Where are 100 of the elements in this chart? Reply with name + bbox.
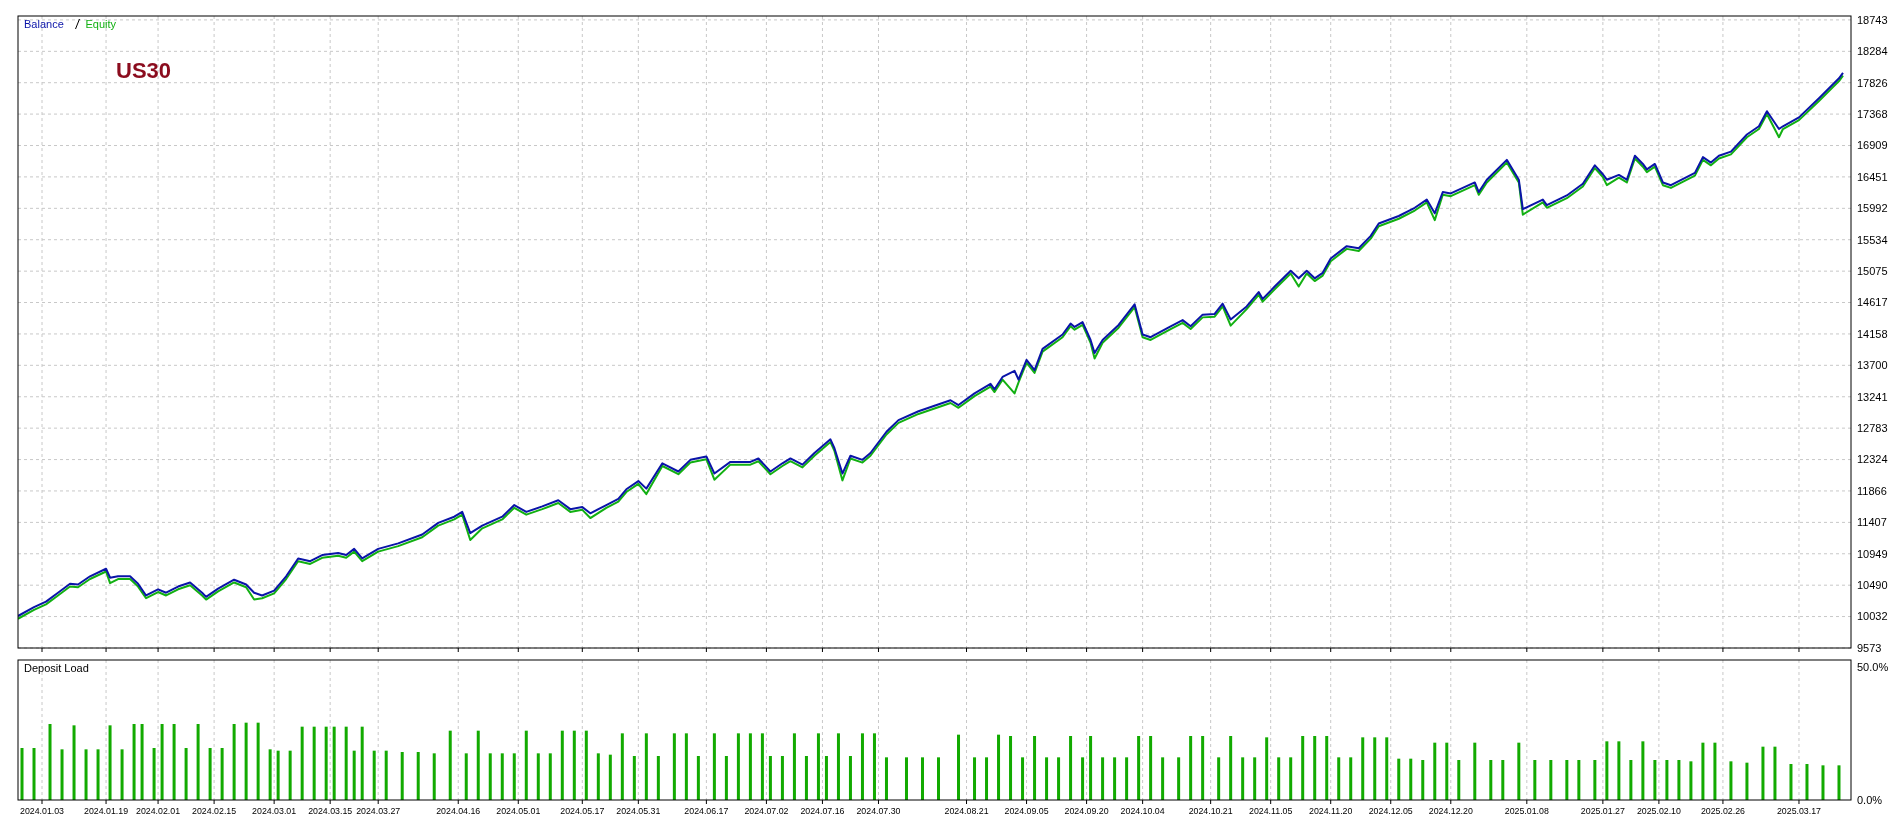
x-tick-label: 2024.07.02 bbox=[744, 806, 789, 816]
y-tick-label: 17826 bbox=[1857, 76, 1888, 89]
bar bbox=[312, 726, 316, 800]
x-tick-label: 2025.03.17 bbox=[1776, 806, 1822, 816]
bar bbox=[1533, 760, 1537, 800]
bar bbox=[1081, 757, 1085, 800]
bar bbox=[72, 725, 76, 800]
bar bbox=[196, 724, 200, 800]
bar bbox=[360, 726, 364, 800]
y-tick-label: 12324 bbox=[1857, 453, 1888, 466]
bar bbox=[372, 750, 376, 800]
bar bbox=[824, 756, 828, 800]
bar bbox=[1501, 760, 1505, 800]
bar bbox=[1689, 761, 1693, 800]
bar bbox=[120, 749, 124, 800]
bar bbox=[696, 756, 700, 800]
bar bbox=[108, 725, 112, 800]
bar bbox=[1137, 736, 1141, 800]
x-tick-label: 2024.08.21 bbox=[944, 806, 989, 816]
bar bbox=[1629, 760, 1633, 800]
x-tick-label: 2024.05.01 bbox=[496, 806, 541, 816]
x-tick-label: 2024.11.05 bbox=[1249, 806, 1293, 816]
bar bbox=[1729, 761, 1733, 800]
bar bbox=[632, 756, 636, 800]
bar bbox=[548, 753, 552, 800]
x-tick-label: 2024.10.04 bbox=[1120, 806, 1165, 816]
bar bbox=[1665, 760, 1669, 800]
bar bbox=[32, 748, 36, 800]
y-tick-label: 13241 bbox=[1857, 390, 1888, 403]
y-tick-label: 11407 bbox=[1857, 516, 1887, 529]
x-tick-label: 2024.09.20 bbox=[1064, 806, 1109, 816]
y-tick-label: 18284 bbox=[1857, 45, 1888, 58]
bar bbox=[560, 730, 564, 800]
x-tick-label: 2024.01.03 bbox=[20, 806, 65, 816]
text: Equity bbox=[85, 18, 117, 30]
bar bbox=[1289, 757, 1293, 800]
bar bbox=[1397, 758, 1401, 800]
bar bbox=[1337, 757, 1341, 800]
bar bbox=[1445, 742, 1449, 800]
annotation: US30 bbox=[116, 58, 172, 83]
bar bbox=[1313, 736, 1317, 800]
bar bbox=[1789, 764, 1793, 800]
bar bbox=[937, 757, 940, 800]
y-tick-label: 11866 bbox=[1857, 484, 1887, 497]
bar bbox=[1761, 746, 1765, 800]
bar bbox=[712, 733, 716, 800]
y-tick-label: 15075 bbox=[1857, 264, 1888, 277]
y-tick-label: 14158 bbox=[1857, 327, 1888, 340]
bar bbox=[620, 733, 624, 800]
bar bbox=[400, 752, 404, 800]
bar bbox=[884, 757, 888, 800]
bar bbox=[1301, 736, 1305, 800]
bar bbox=[792, 733, 796, 800]
y-tick-label: 50.0% bbox=[1857, 660, 1889, 673]
bar bbox=[416, 752, 420, 800]
y-tick-label: 10032 bbox=[1857, 610, 1888, 623]
bar bbox=[476, 730, 480, 800]
x-tick-label: 2025.01.27 bbox=[1580, 806, 1625, 816]
bar bbox=[1033, 736, 1037, 800]
x-tick-label: 2024.03.15 bbox=[308, 806, 353, 816]
x-tick-label: 2024.02.01 bbox=[136, 806, 181, 816]
bar bbox=[1805, 764, 1809, 800]
bar bbox=[1125, 757, 1129, 800]
bar bbox=[524, 730, 528, 800]
bar bbox=[656, 756, 660, 800]
bar bbox=[244, 722, 248, 800]
bar bbox=[1821, 765, 1825, 800]
bar bbox=[172, 724, 176, 800]
bar bbox=[920, 757, 924, 800]
bar bbox=[1773, 746, 1777, 800]
bar bbox=[1385, 737, 1389, 800]
bar bbox=[780, 756, 784, 800]
x-tick-label: 2024.05.31 bbox=[616, 806, 661, 816]
bar bbox=[1549, 760, 1553, 800]
bar bbox=[572, 730, 576, 800]
x-tick-label: 2024.02.15 bbox=[192, 806, 237, 816]
bar bbox=[736, 733, 740, 800]
text: Balance bbox=[24, 18, 64, 30]
x-tick-label: 2024.01.19 bbox=[84, 806, 129, 816]
y-tick-label: 18743 bbox=[1857, 13, 1888, 26]
bar bbox=[973, 757, 977, 800]
bar bbox=[1045, 757, 1049, 800]
bar bbox=[1373, 737, 1377, 800]
bar bbox=[804, 756, 808, 800]
x-tick-label: 2025.02.10 bbox=[1636, 806, 1682, 816]
bar bbox=[836, 733, 840, 800]
bar bbox=[1241, 757, 1245, 800]
bar bbox=[448, 730, 452, 800]
bar bbox=[1617, 741, 1621, 800]
bar bbox=[132, 724, 136, 800]
bar bbox=[1253, 757, 1257, 800]
bar bbox=[1361, 737, 1365, 800]
x-tick-label: 2024.11.20 bbox=[1309, 806, 1353, 816]
bar bbox=[848, 756, 852, 800]
bar bbox=[288, 750, 292, 800]
x-tick-label: 2024.07.30 bbox=[856, 806, 901, 816]
bar bbox=[872, 733, 876, 800]
bar bbox=[1701, 742, 1705, 800]
bar bbox=[140, 724, 144, 800]
bar bbox=[1713, 742, 1717, 800]
